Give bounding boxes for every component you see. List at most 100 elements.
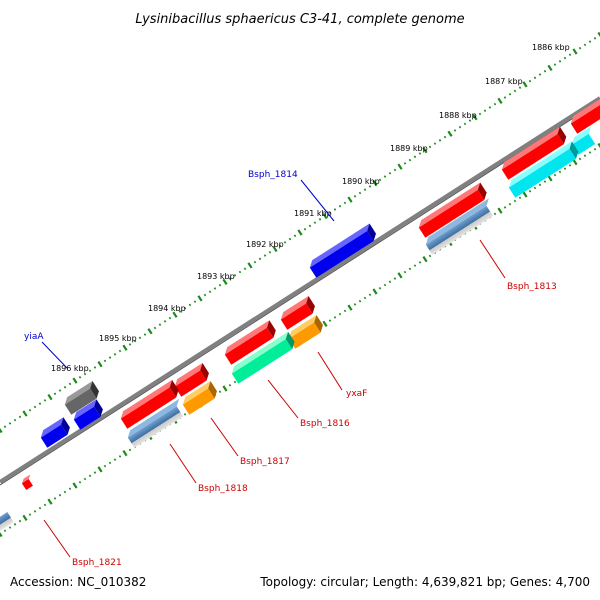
- major-tick: [547, 175, 553, 182]
- major-tick: [72, 377, 78, 384]
- minor-tick: [43, 399, 47, 402]
- minor-tick: [458, 125, 462, 129]
- gene-red-5[interactable]: [172, 363, 211, 397]
- gene-red-6[interactable]: [118, 379, 181, 429]
- kbp-label: 1886 kbp: [532, 43, 570, 52]
- major-tick: [547, 64, 553, 72]
- gene-cyan-1[interactable]: [569, 126, 600, 155]
- major-tick: [397, 163, 403, 170]
- minor-tick: [333, 208, 337, 211]
- gene-bsph-1821[interactable]: [0, 512, 14, 531]
- minor-tick: [493, 102, 497, 106]
- minor-tick: [568, 53, 572, 57]
- minor-tick: [8, 422, 12, 425]
- kbp-label: 1891 kbp: [294, 209, 332, 218]
- minor-tick: [143, 333, 147, 336]
- label-yiaA[interactable]: yiaA: [24, 332, 44, 342]
- minor-tick: [243, 267, 247, 270]
- minor-tick: [33, 405, 37, 409]
- label-bsph-1818[interactable]: Bsph_1818: [198, 484, 248, 494]
- gene-bsph-1818[interactable]: [125, 398, 188, 448]
- major-tick: [422, 256, 428, 263]
- label-bsph-1814[interactable]: Bsph_1814: [248, 170, 298, 180]
- minor-tick: [258, 257, 262, 261]
- gene-yxaF[interactable]: [286, 315, 325, 349]
- minor-tick: [578, 46, 582, 50]
- label-bsph-1813[interactable]: Bsph_1813: [507, 282, 557, 292]
- minor-tick: [478, 112, 482, 116]
- gene-cyan-2[interactable]: [506, 141, 581, 198]
- gene-red-4[interactable]: [222, 320, 278, 365]
- minor-tick: [403, 162, 407, 165]
- minor-tick: [353, 195, 357, 198]
- minor-tick: [443, 135, 447, 139]
- gene-red-3[interactable]: [278, 296, 317, 330]
- major-tick: [522, 191, 528, 198]
- label-bsph-1817[interactable]: Bsph_1817: [240, 457, 290, 467]
- minor-tick: [28, 408, 32, 412]
- minor-tick: [408, 158, 412, 162]
- major-tick: [47, 498, 53, 505]
- gene-bsph-1813[interactable]: [423, 198, 498, 255]
- minor-tick: [388, 280, 392, 284]
- minor-tick: [13, 418, 17, 422]
- minor-tick: [288, 237, 292, 241]
- major-tick: [572, 159, 578, 166]
- major-tick: [347, 304, 353, 311]
- minor-tick: [393, 277, 397, 280]
- map-title: Lysinibacillus sphaericus C3-41, complet…: [135, 12, 464, 27]
- gene-red-top-right[interactable]: [568, 94, 600, 134]
- minor-tick: [283, 241, 287, 244]
- minor-tick: [113, 458, 117, 461]
- minor-tick: [558, 170, 562, 174]
- minor-tick: [128, 343, 132, 346]
- gene-red-2[interactable]: [416, 182, 489, 238]
- label-yxaF[interactable]: yxaF: [346, 389, 367, 399]
- minor-tick: [413, 264, 417, 267]
- minor-tick: [218, 283, 222, 287]
- minor-tick: [518, 196, 522, 200]
- gene-red-1[interactable]: [499, 126, 569, 180]
- gene-blue-small-1[interactable]: [71, 399, 105, 430]
- minor-tick: [43, 503, 47, 507]
- minor-tick: [308, 224, 312, 228]
- major-tick: [572, 48, 578, 55]
- minor-tick: [528, 189, 532, 193]
- major-tick: [522, 81, 528, 88]
- gene-bsph-1814[interactable]: [307, 223, 379, 278]
- minor-tick: [208, 290, 212, 294]
- minor-tick: [53, 392, 57, 396]
- minor-tick: [3, 529, 7, 533]
- minor-tick: [363, 188, 367, 191]
- minor-tick: [88, 369, 92, 373]
- minor-tick: [583, 154, 587, 157]
- gene-yiaA[interactable]: [62, 381, 101, 415]
- minor-tick: [318, 218, 322, 221]
- gene-red-tiny[interactable]: [20, 474, 36, 491]
- major-tick: [372, 288, 378, 295]
- kbp-label: 1892 kbp: [246, 240, 284, 249]
- major-tick: [272, 245, 278, 253]
- minor-tick: [38, 402, 42, 405]
- minor-tick: [233, 380, 237, 384]
- leader-bsph-1821: [43, 519, 71, 558]
- minor-tick: [38, 506, 42, 510]
- gene-bsph-1816[interactable]: [229, 331, 297, 384]
- minor-tick: [338, 312, 342, 316]
- label-bsph-1816[interactable]: Bsph_1816: [300, 419, 350, 429]
- minor-tick: [8, 526, 12, 529]
- minor-tick: [418, 152, 422, 155]
- minor-tick: [543, 69, 547, 73]
- major-tick: [97, 361, 103, 368]
- minor-tick: [468, 119, 472, 122]
- gene-bsph-1817[interactable]: [180, 381, 219, 415]
- kbp-label: 1894 kbp: [148, 304, 186, 313]
- gene-blue-small-2[interactable]: [38, 417, 72, 448]
- minor-tick: [93, 471, 97, 474]
- minor-tick: [228, 383, 232, 387]
- kbp-labels: 1886 kbp 1887 kbp 1888 kbp 1889 kbp 1890…: [51, 43, 570, 373]
- minor-tick: [488, 106, 492, 109]
- label-bsph-1821[interactable]: Bsph_1821: [72, 558, 122, 568]
- minor-tick: [578, 157, 582, 161]
- minor-tick: [213, 287, 217, 290]
